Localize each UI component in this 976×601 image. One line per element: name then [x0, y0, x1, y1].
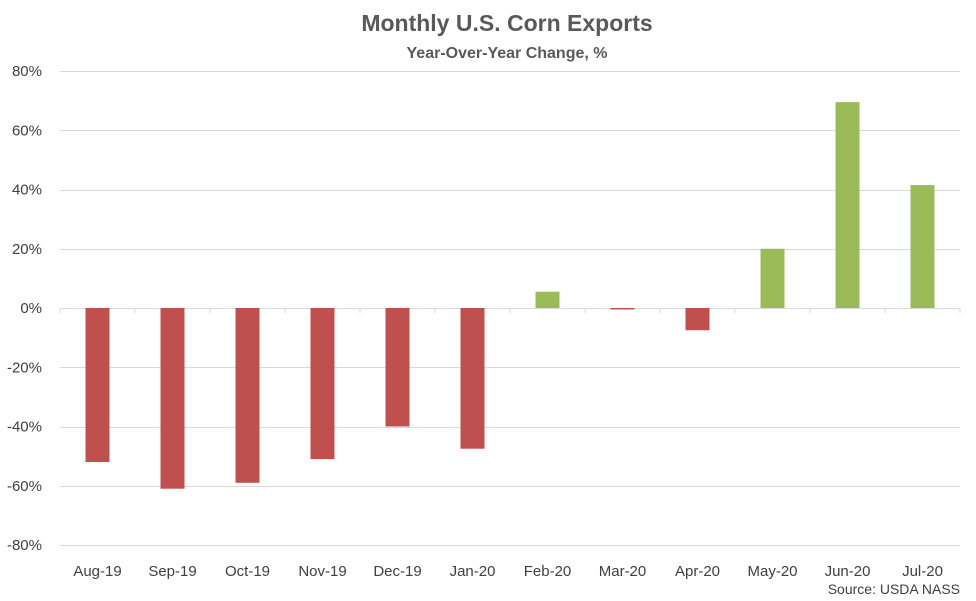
- x-tick-label: May-20: [747, 563, 797, 580]
- x-tick-label: Dec-19: [373, 563, 421, 580]
- y-tick-label: -20%: [7, 359, 42, 376]
- bar-mar-20: [610, 308, 635, 310]
- bar-aug-19: [85, 308, 110, 463]
- source-note: Source: USDA NASS: [828, 581, 960, 597]
- bar-jul-20: [910, 185, 935, 308]
- x-tick-label: Mar-20: [599, 563, 647, 580]
- y-tick-label: 20%: [12, 241, 42, 258]
- y-tick-label: -80%: [7, 537, 42, 554]
- bar-feb-20: [535, 291, 560, 308]
- x-tick-label: Oct-19: [225, 563, 270, 580]
- bars: [85, 102, 935, 489]
- bar-jun-20: [835, 102, 860, 308]
- y-tick-label: 40%: [12, 182, 42, 199]
- chart-title: Monthly U.S. Corn Exports: [361, 10, 652, 36]
- bar-sep-19: [160, 308, 185, 489]
- y-tick-label: 60%: [12, 122, 42, 139]
- bar-jan-20: [460, 308, 485, 449]
- chart-subtitle: Year-Over-Year Change, %: [407, 45, 608, 62]
- x-tick-label: Jun-20: [825, 563, 871, 580]
- y-tick-label: 0%: [20, 300, 42, 317]
- y-tick-label: -60%: [7, 478, 42, 495]
- x-tick-label: Sep-19: [148, 563, 196, 580]
- x-tick-label: Jul-20: [902, 563, 943, 580]
- x-axis-ticks: Aug-19 Sep-19 Oct-19 Nov-19 Dec-19 Jan-20 Feb-…: [73, 563, 943, 580]
- bar-dec-19: [385, 308, 410, 427]
- bar-apr-20: [685, 308, 710, 331]
- bar-may-20: [760, 248, 785, 308]
- bar-oct-19: [235, 308, 260, 483]
- gridlines: [59, 71, 961, 546]
- x-tick-label: Feb-20: [524, 563, 572, 580]
- y-axis-ticks: 80% 60% 40% 20% 0% -20% -40% -60% -80%: [7, 63, 42, 554]
- x-tick-label: Nov-19: [298, 563, 346, 580]
- x-tick-label: Jan-20: [450, 563, 496, 580]
- x-tick-label: Apr-20: [675, 563, 720, 580]
- x-tick-label: Aug-19: [73, 563, 121, 580]
- bar-nov-19: [310, 308, 335, 460]
- y-tick-label: 80%: [12, 63, 42, 80]
- y-tick-label: -40%: [7, 419, 42, 436]
